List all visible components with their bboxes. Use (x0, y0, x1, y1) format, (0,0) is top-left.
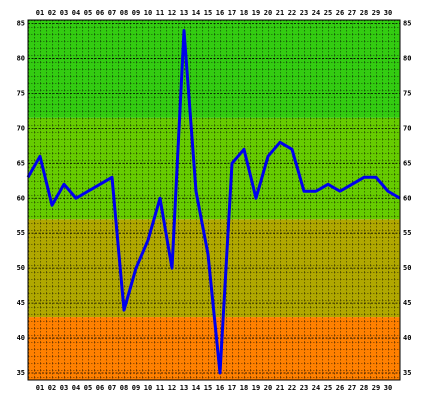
x-tick-label-top: 06 (96, 9, 104, 17)
x-tick-label: 17 (228, 384, 236, 392)
plot-frame (27, 19, 401, 381)
x-tick-label-top: 08 (120, 9, 128, 17)
x-tick-label: 25 (324, 384, 332, 392)
x-tick-label-top: 19 (252, 9, 260, 17)
x-tick-label: 12 (168, 384, 176, 392)
y-tick-label-right: 65 (403, 159, 411, 167)
x-tick-label-top: 05 (84, 9, 92, 17)
y-tick-label: 35 (17, 369, 25, 377)
x-tick-label-top: 21 (276, 9, 284, 17)
y-tick-label: 60 (17, 194, 25, 202)
marks (26, 23, 401, 375)
y-tick-label: 70 (17, 124, 25, 132)
x-tick-label-top: 24 (312, 9, 320, 17)
x-tick-label-top: 28 (360, 9, 368, 17)
x-tick-label-top: 15 (204, 9, 212, 17)
x-tick-label: 16 (216, 384, 224, 392)
x-tick-label-top: 18 (240, 9, 248, 17)
x-tick-label-top: 23 (300, 9, 308, 17)
y-tick-label-right: 85 (403, 19, 411, 27)
x-tick-label-top: 09 (132, 9, 140, 17)
x-tick-label: 02 (48, 384, 56, 392)
x-tick-label: 09 (132, 384, 140, 392)
x-tick-label-top: 01 (36, 9, 44, 17)
x-tick-label: 26 (336, 384, 344, 392)
x-tick-label-top: 12 (168, 9, 176, 17)
x-tick-label: 23 (300, 384, 308, 392)
x-tick-label: 10 (144, 384, 152, 392)
y-tick-label: 75 (17, 89, 25, 97)
x-tick-label-top: 29 (372, 9, 380, 17)
x-tick-label: 04 (72, 384, 80, 392)
x-tick-label: 13 (180, 384, 188, 392)
x-tick-label-top: 20 (264, 9, 272, 17)
x-tick-label-top: 30 (384, 9, 392, 17)
x-tick-label: 07 (108, 384, 116, 392)
y-tick-label-right: 40 (403, 334, 411, 342)
x-tick-label: 01 (36, 384, 44, 392)
x-tick-label: 22 (288, 384, 296, 392)
x-tick-label: 21 (276, 384, 284, 392)
x-tick-label-top: 22 (288, 9, 296, 17)
x-tick-label-top: 03 (60, 9, 68, 17)
y-tick-label: 55 (17, 229, 25, 237)
y-tick-label-right: 60 (403, 194, 411, 202)
y-tick-label: 50 (17, 264, 25, 272)
x-tick-label: 19 (252, 384, 260, 392)
y-tick-label-right: 70 (403, 124, 411, 132)
y-tick-label: 45 (17, 299, 25, 307)
x-tick-label: 20 (264, 384, 272, 392)
x-tick-label-top: 17 (228, 9, 236, 17)
x-tick-label: 11 (156, 384, 164, 392)
x-tick-label-top: 02 (48, 9, 56, 17)
x-tick-label-top: 16 (216, 9, 224, 17)
x-tick-label-top: 07 (108, 9, 116, 17)
x-tick-label-top: 27 (348, 9, 356, 17)
x-tick-label: 06 (96, 384, 104, 392)
y-tick-label-right: 75 (403, 89, 411, 97)
x-tick-label-top: 11 (156, 9, 164, 17)
x-tick-label: 27 (348, 384, 356, 392)
x-tick-label: 15 (204, 384, 212, 392)
x-tick-label: 08 (120, 384, 128, 392)
y-tick-label-right: 55 (403, 229, 411, 237)
x-tick-label-top: 26 (336, 9, 344, 17)
y-tick-label: 40 (17, 334, 25, 342)
data-line (26, 28, 401, 375)
y-tick-label: 85 (17, 19, 25, 27)
x-tick-label-top: 10 (144, 9, 152, 17)
x-tick-label-top: 25 (324, 9, 332, 17)
y-tick-label: 65 (17, 159, 25, 167)
x-tick-label-top: 04 (72, 9, 80, 17)
y-tick-label: 80 (17, 54, 25, 62)
x-tick-label-top: 13 (180, 9, 188, 17)
x-tick-label: 03 (60, 384, 68, 392)
x-tick-label: 29 (372, 384, 380, 392)
x-tick-label: 14 (192, 384, 200, 392)
y-tick-label-right: 50 (403, 264, 411, 272)
x-tick-label: 05 (84, 384, 92, 392)
x-tick-label: 30 (384, 384, 392, 392)
y-tick-label-right: 45 (403, 299, 411, 307)
y-tick-label-right: 35 (403, 369, 411, 377)
x-tick-label: 24 (312, 384, 320, 392)
y-tick-label-right: 80 (403, 54, 411, 62)
x-tick-label-top: 14 (192, 9, 200, 17)
x-tick-label: 28 (360, 384, 368, 392)
x-tick-label: 18 (240, 384, 248, 392)
